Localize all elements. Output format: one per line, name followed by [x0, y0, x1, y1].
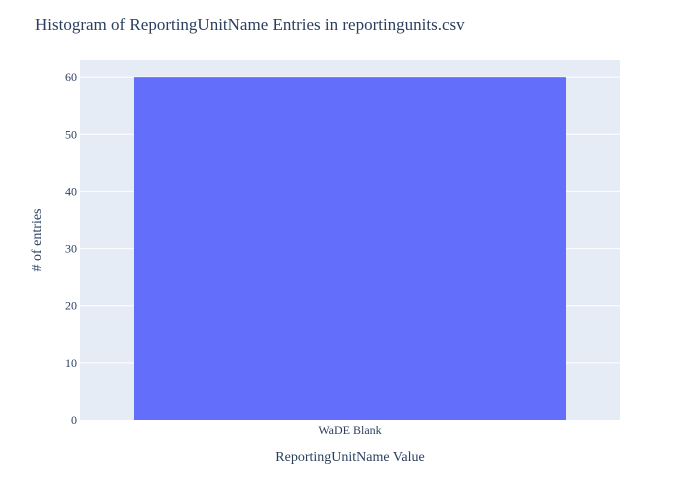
- x-axis-ticks: WaDE Blank: [318, 423, 381, 437]
- bars: [134, 77, 566, 421]
- y-tick-label: 20: [65, 299, 77, 313]
- x-axis-label: ReportingUnitName Value: [275, 450, 424, 465]
- chart-title: Histogram of ReportingUnitName Entries i…: [35, 15, 465, 34]
- y-axis-ticks: 0 10 20 30 40 50 60: [65, 70, 77, 427]
- y-axis-label: # of entries: [30, 209, 45, 272]
- y-tick-label: 60: [65, 70, 77, 84]
- y-tick-label: 40: [65, 184, 77, 198]
- bar: [134, 77, 566, 421]
- y-tick-label: 30: [65, 242, 77, 256]
- y-tick-label: 50: [65, 127, 77, 141]
- y-tick-label: 10: [65, 356, 77, 370]
- y-tick-label: 0: [71, 413, 77, 427]
- x-tick-label: WaDE Blank: [318, 423, 381, 437]
